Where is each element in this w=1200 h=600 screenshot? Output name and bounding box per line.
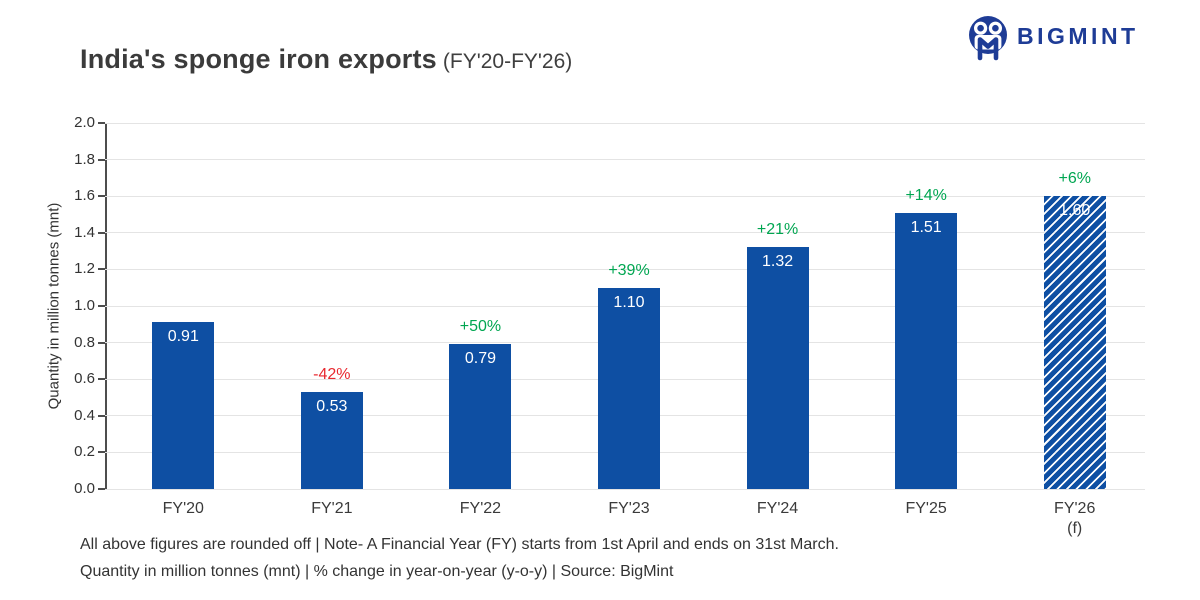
gridline — [105, 232, 1145, 234]
y-axis-tick — [98, 268, 105, 271]
bar-fy23: 1.10 — [598, 287, 660, 489]
y-axis-tick — [98, 378, 105, 381]
bar-fy20: 0.91 — [152, 322, 215, 489]
bar-value-label: 1.60 — [1059, 202, 1091, 220]
gridline — [105, 268, 1145, 270]
pct-change-label: +14% — [905, 186, 947, 204]
y-axis-tick-label: 1.4 — [74, 223, 95, 241]
pct-change-label: +21% — [756, 221, 799, 239]
bar-value-label: 1.32 — [761, 253, 794, 271]
y-axis-tick-label: 0.4 — [74, 406, 95, 424]
bar-fy26: 1.60 — [1043, 196, 1106, 489]
y-axis-tick — [98, 195, 105, 198]
x-axis-category-label: FY'25 — [905, 500, 947, 517]
y-axis-tick-label: 1.8 — [74, 150, 95, 168]
footnote-line-1: All above figures are rounded off | Note… — [80, 536, 839, 553]
gridline — [105, 488, 1145, 490]
bar-value-label: 1.51 — [910, 218, 942, 236]
y-axis-tick — [98, 231, 105, 234]
y-axis-tick — [98, 341, 105, 344]
footnote-line-2: Quantity in million tonnes (mnt) | % cha… — [80, 563, 674, 580]
gridline — [105, 195, 1145, 197]
y-axis-tick-label: 0.8 — [74, 333, 95, 351]
bigmint-logo-text: BIGMINT — [1017, 22, 1139, 49]
x-axis-category-label: FY'24 — [756, 500, 799, 517]
x-axis-category-sublabel: (f) — [1067, 520, 1083, 537]
x-axis-category-label: FY'20 — [162, 500, 204, 517]
bigmint-logo: BIGMINT — [968, 16, 1139, 62]
y-axis-tick-label: 2.0 — [74, 114, 95, 131]
x-axis-category-label: FY'21 — [311, 500, 353, 517]
bigmint-logo-icon — [969, 16, 1007, 61]
y-axis-tick-label: 0.2 — [74, 443, 95, 461]
gridline — [105, 122, 1145, 124]
chart-footnotes: All above figures are rounded off | Note… — [80, 531, 839, 585]
y-axis-tick — [98, 451, 105, 454]
gridline — [105, 159, 1145, 161]
y-axis-tick-label: 1.6 — [74, 187, 95, 205]
pct-change-label: +6% — [1058, 170, 1091, 188]
chart-title-period: (FY'20-FY'26) — [442, 50, 573, 73]
bar-fy22: 0.79 — [449, 344, 512, 489]
bar-fy21: 0.53 — [300, 392, 363, 489]
chart-title: India's sponge iron exports — [80, 44, 437, 74]
x-axis-category-label: FY'26 (f) — [1001, 499, 1149, 539]
y-axis-tick-label: 1.0 — [74, 297, 95, 314]
bar-fy24: 1.32 — [746, 247, 809, 489]
bar-value-label: 0.53 — [316, 398, 348, 416]
pct-change-label: -42% — [313, 366, 351, 384]
y-axis-tick — [98, 158, 105, 161]
pct-change-label: +50% — [459, 318, 502, 336]
bar-value-label: 0.91 — [167, 328, 199, 346]
bar-value-label: 1.10 — [613, 293, 645, 311]
y-axis-tick — [98, 305, 105, 307]
y-axis-tick-label: 0.6 — [74, 370, 95, 388]
page-title: India's sponge iron exports (FY'20-FY'26) — [80, 44, 572, 75]
y-axis-tick — [98, 488, 105, 490]
y-axis-tick — [98, 122, 105, 125]
pct-change-label: +39% — [608, 261, 650, 279]
bar-value-label: 0.79 — [464, 350, 496, 368]
x-axis-category-label: FY'23 — [608, 500, 650, 517]
y-axis-tick — [98, 414, 105, 417]
x-axis-category-label: FY'22 — [459, 500, 502, 517]
y-axis-tick-label: 0.0 — [74, 480, 95, 497]
plot-area: 0.0 0.2 0.4 0.6 0.8 1.0 1.2 1.4 1.6 1.8 2.0 0.91 FY'… — [74, 114, 1145, 537]
y-axis-tick-label: 1.2 — [74, 260, 95, 278]
bar-fy25: 1.51 — [895, 212, 958, 489]
